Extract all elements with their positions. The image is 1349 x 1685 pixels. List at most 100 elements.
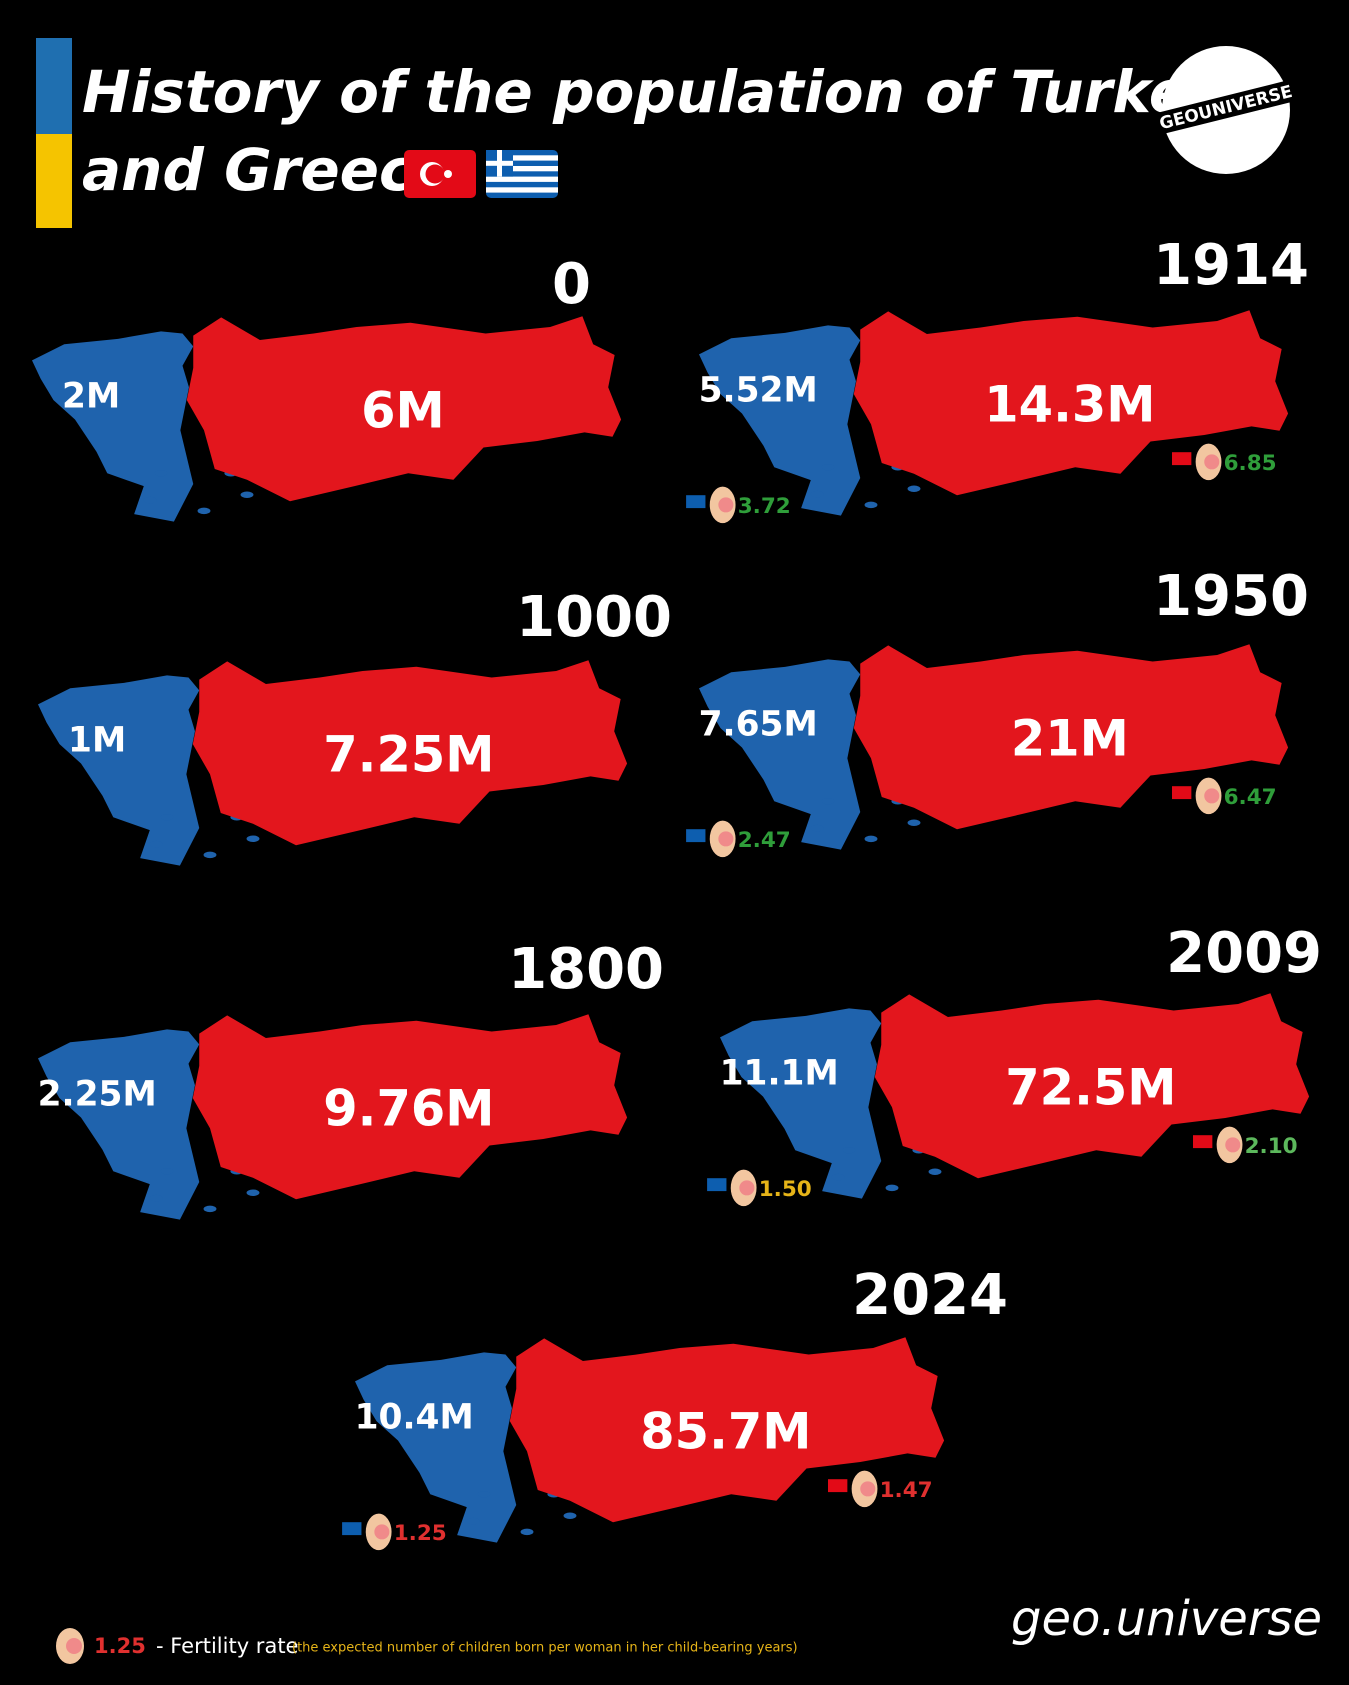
island: [477, 1491, 491, 1498]
fertility-value: 6.85: [1224, 451, 1277, 476]
turkey-population: 7.25M: [323, 726, 494, 784]
island: [864, 501, 878, 509]
turkey-population: 6M: [361, 382, 445, 440]
greece-shape: [355, 1352, 517, 1543]
island: [203, 1205, 217, 1213]
greece-shape: [699, 659, 861, 850]
fertility-turkey: 6.85: [1172, 443, 1277, 481]
island: [885, 1184, 899, 1192]
island: [197, 507, 211, 515]
panels: 2M 6M 5.52M 14.3M 3.72 6.85 1M 7.25M 7.65M 21M 2.4…: [32, 310, 1310, 1551]
fertility-greece: 3.72: [686, 486, 791, 524]
fertility-icon-inner: [374, 1524, 390, 1540]
greece-population: 10.4M: [355, 1398, 474, 1438]
year: 2009: [1166, 921, 1322, 986]
flag-icon: [707, 1178, 727, 1192]
year: 1914: [1153, 233, 1309, 298]
fertility-icon-inner: [718, 497, 734, 513]
turkey-shape: [853, 310, 1289, 496]
island: [246, 1189, 260, 1196]
panel: 11.1M 72.5M 1.50 2.10: [707, 993, 1310, 1207]
island: [149, 840, 163, 848]
logo: GEOUNIVERSE: [1149, 46, 1301, 174]
fertility-greece: 2.47: [686, 820, 791, 858]
fertility-value: 1.47: [880, 1478, 933, 1503]
legend: 1.25 - Fertility rate (the expected numb…: [56, 1628, 798, 1664]
panel: 2.25M 9.76M: [38, 1014, 628, 1220]
fertility-icon-inner: [1204, 454, 1220, 470]
accent-blue: [36, 38, 72, 134]
turkey-population: 9.76M: [323, 1080, 494, 1138]
fertility-value: 2.10: [1245, 1134, 1298, 1159]
greece-shape: [699, 325, 861, 516]
fertility-value: 1.50: [759, 1177, 812, 1202]
flag-icon: [1172, 452, 1192, 466]
island: [563, 1512, 577, 1519]
greece-population: 2M: [62, 377, 120, 417]
fertility-value: 3.72: [738, 494, 791, 519]
turkey-population: 14.3M: [984, 376, 1155, 434]
legend-label: - Fertility rate: [156, 1634, 298, 1658]
year: 1000: [516, 585, 672, 650]
greece-population: 11.1M: [720, 1054, 839, 1094]
island: [160, 814, 174, 821]
island: [143, 496, 157, 504]
island: [149, 1194, 163, 1202]
island: [240, 491, 254, 498]
island: [842, 1147, 856, 1154]
fertility-greece: 1.25: [342, 1513, 447, 1551]
year: 2024: [852, 1263, 1008, 1328]
fertility-value: 2.47: [738, 828, 791, 853]
island: [466, 1517, 480, 1525]
legend-value: 1.25: [94, 1634, 146, 1658]
greece-shape: [720, 1008, 882, 1199]
greece-population: 5.52M: [699, 371, 818, 411]
island: [520, 1528, 534, 1536]
fertility-icon-inner: [860, 1481, 876, 1497]
footer-brand: geo.universe: [1011, 1591, 1322, 1647]
turkey-shape: [874, 993, 1310, 1179]
greece-population: 7.65M: [699, 705, 818, 745]
flag-icon: [828, 1479, 848, 1493]
turkey-shape: [192, 1014, 628, 1200]
flag-icon: [342, 1522, 362, 1536]
flag-turkey: [404, 150, 476, 198]
accent-yellow: [36, 134, 72, 228]
island: [160, 1168, 174, 1175]
panel: 7.65M 21M 2.47 6.47: [686, 644, 1289, 858]
flag-icon: [686, 495, 706, 509]
turkey-population: 72.5M: [1005, 1059, 1176, 1117]
year: 1950: [1153, 564, 1309, 629]
panel: 1M 7.25M: [38, 660, 628, 866]
fertility-icon-inner: [739, 1180, 755, 1196]
fertility-turkey: 1.47: [828, 1470, 933, 1508]
panel: 10.4M 85.7M 1.25 1.47: [342, 1337, 945, 1551]
island: [821, 798, 835, 805]
island: [810, 824, 824, 832]
turkey-population: 21M: [1011, 710, 1129, 768]
island: [246, 835, 260, 842]
year: 0: [552, 252, 591, 317]
flag-icon: [686, 829, 706, 843]
island: [831, 1173, 845, 1181]
island: [821, 464, 835, 471]
turkey-population: 85.7M: [640, 1403, 811, 1461]
turkey-shape: [186, 316, 622, 502]
flag-greece: [486, 150, 558, 198]
panel: 2M 6M: [32, 316, 622, 522]
fertility-icon-inner: [1204, 788, 1220, 804]
greece-shape: [38, 675, 200, 866]
turkey-shape: [192, 660, 628, 846]
fertility-icon-inner: [1225, 1137, 1241, 1153]
island: [154, 470, 168, 477]
island: [907, 485, 921, 492]
greece-population: 1M: [68, 721, 126, 761]
fertility-value: 6.47: [1224, 785, 1277, 810]
fertility-icon-inner: [718, 831, 734, 847]
greece-shape: [38, 1029, 200, 1220]
greece-shape: [32, 331, 194, 522]
island: [907, 819, 921, 826]
legend-note: (the expected number of children born pe…: [292, 1641, 798, 1656]
